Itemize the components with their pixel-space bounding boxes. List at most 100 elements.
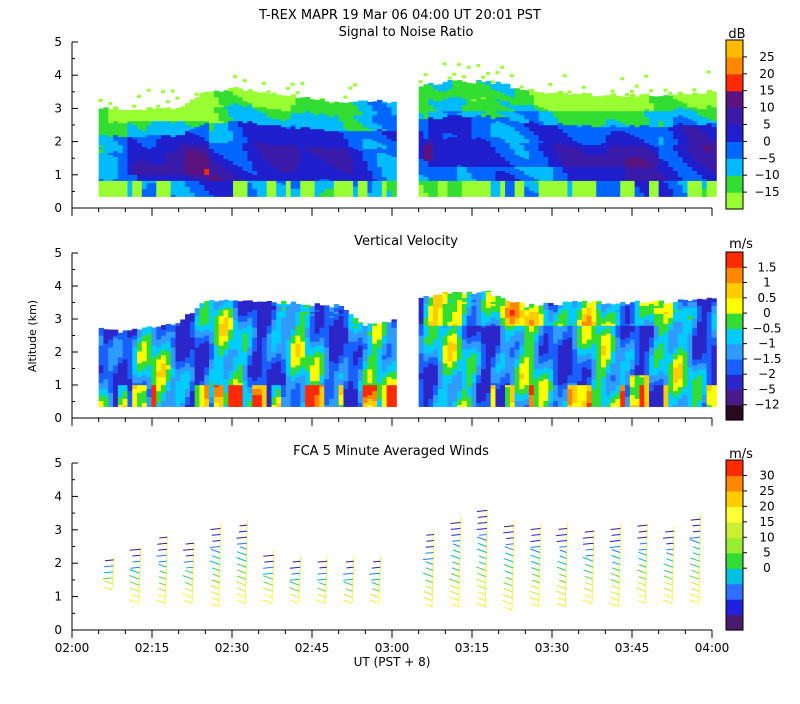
heatmap-cell <box>175 122 181 126</box>
heatmap-cell <box>165 180 172 183</box>
heatmap-cell <box>122 110 128 114</box>
heatmap-cell <box>175 150 181 154</box>
heatmap-cell <box>141 128 148 132</box>
heatmap-cell <box>108 190 114 193</box>
heatmap-cell <box>242 180 248 183</box>
heatmap-cell <box>180 118 186 122</box>
heatmap-cell <box>146 110 152 114</box>
heatmap-cell <box>209 186 215 189</box>
heatmap-cell <box>141 152 148 156</box>
heatmap-cell <box>261 160 268 164</box>
heatmap-cell <box>257 104 263 108</box>
heatmap-cell <box>180 160 186 164</box>
heatmap-cell <box>165 134 172 138</box>
heatmap-cell <box>228 186 234 189</box>
heatmap-cell <box>314 99 320 102</box>
heatmap-cell <box>223 174 229 177</box>
heatmap-cell <box>132 130 138 134</box>
heatmap-cell <box>213 112 220 116</box>
heatmap-cell <box>300 97 306 100</box>
heatmap-cell <box>151 132 157 136</box>
heatmap-cell <box>180 168 186 171</box>
heatmap-cell <box>252 162 258 166</box>
heatmap-cell <box>218 128 224 132</box>
heatmap-cell <box>457 80 463 82</box>
heatmap-cell <box>137 120 143 124</box>
heatmap-cell <box>151 168 157 171</box>
heatmap-cell <box>194 112 200 116</box>
heatmap-cell <box>242 166 248 169</box>
heatmap-cell <box>223 118 229 122</box>
heatmap-cell <box>103 142 109 146</box>
heatmap-cell <box>261 148 268 152</box>
heatmap-cell <box>108 192 114 195</box>
heatmap-speckle <box>495 71 500 75</box>
heatmap-cell <box>261 132 268 136</box>
heatmap-cell <box>189 106 196 110</box>
heatmap-cell <box>151 184 157 187</box>
heatmap-cell <box>228 144 234 148</box>
heatmap-cell <box>237 194 244 197</box>
heatmap-cell <box>113 160 119 164</box>
heatmap-cell <box>189 132 196 136</box>
heatmap-cell <box>122 158 128 162</box>
heatmap-cell <box>185 160 191 164</box>
heatmap-cell <box>170 114 176 118</box>
heatmap-cell <box>146 162 152 166</box>
heatmap-cell <box>218 122 224 126</box>
heatmap-cell <box>252 150 258 154</box>
heatmap-speckle <box>266 90 271 94</box>
heatmap-cell <box>141 182 148 185</box>
heatmap-cell <box>189 146 196 150</box>
heatmap-cell <box>146 182 152 185</box>
heatmap-cell <box>204 156 210 160</box>
heatmap-cell <box>141 156 148 160</box>
heatmap-cell <box>252 148 258 152</box>
heatmap-cell <box>247 90 253 94</box>
heatmap-cell <box>156 124 162 128</box>
heatmap-cell <box>141 176 148 179</box>
heatmap-cell <box>261 150 268 154</box>
heatmap-cell <box>175 152 181 156</box>
heatmap-cell <box>223 154 229 158</box>
heatmap-cell <box>194 146 200 150</box>
heatmap-cell <box>223 112 229 116</box>
heatmap-cell <box>161 174 167 177</box>
heatmap-cell <box>213 122 220 126</box>
heatmap-cell <box>146 168 152 171</box>
heatmap-cell <box>156 108 162 112</box>
heatmap-cell <box>137 114 143 118</box>
heatmap-cell <box>165 114 172 118</box>
heatmap-cell <box>170 188 176 191</box>
heatmap-cell <box>257 108 263 112</box>
heatmap-cell <box>151 182 157 185</box>
heatmap-cell <box>199 128 205 132</box>
heatmap-cell <box>161 144 167 148</box>
heatmap-cell <box>213 152 220 156</box>
heatmap-cell <box>103 138 109 142</box>
heatmap-cell <box>228 98 234 102</box>
heatmap-cell <box>175 132 181 136</box>
heatmap-cell <box>185 194 191 197</box>
heatmap-cell <box>108 140 114 144</box>
heatmap-cell <box>261 172 268 175</box>
heatmap-cell <box>252 102 258 106</box>
heatmap-cell <box>156 176 162 179</box>
heatmap-cell <box>108 156 114 160</box>
heatmap-cell <box>156 190 162 193</box>
heatmap-cell <box>213 110 220 114</box>
heatmap-cell <box>117 138 124 142</box>
heatmap-cell <box>237 134 244 138</box>
heatmap-cell <box>108 152 114 156</box>
heatmap-cell <box>170 172 176 175</box>
heatmap-cell <box>209 94 215 98</box>
heatmap-cell <box>189 128 196 132</box>
heatmap-cell <box>156 132 162 136</box>
heatmap-cell <box>204 138 210 142</box>
heatmap-cell <box>199 144 205 148</box>
heatmap-cell <box>199 102 205 106</box>
heatmap-cell <box>242 98 248 102</box>
heatmap-cell <box>577 94 583 96</box>
heatmap-cell <box>180 180 186 183</box>
